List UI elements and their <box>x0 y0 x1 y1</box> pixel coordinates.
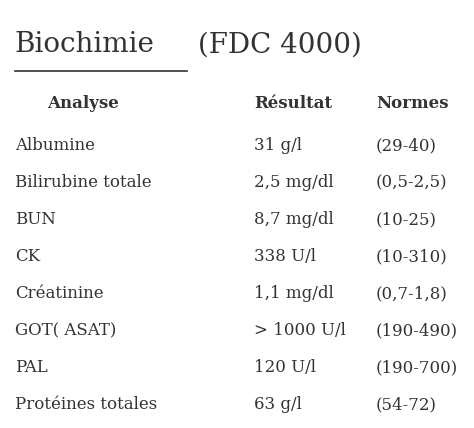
Text: Biochimie: Biochimie <box>15 31 155 58</box>
Text: Protéines totales: Protéines totales <box>15 396 157 413</box>
Text: Bilirubine totale: Bilirubine totale <box>15 175 152 191</box>
Text: Résultat: Résultat <box>254 95 332 112</box>
Text: 63 g/l: 63 g/l <box>254 396 302 413</box>
Text: 2,5 mg/dl: 2,5 mg/dl <box>254 175 334 191</box>
Text: Normes: Normes <box>376 95 448 112</box>
Text: Créatinine: Créatinine <box>15 285 103 303</box>
Text: > 1000 U/l: > 1000 U/l <box>254 322 346 339</box>
Text: (0,5-2,5): (0,5-2,5) <box>376 175 448 191</box>
Text: 338 U/l: 338 U/l <box>254 248 316 265</box>
Text: 8,7 mg/dl: 8,7 mg/dl <box>254 211 334 229</box>
Text: (FDC 4000): (FDC 4000) <box>189 31 362 58</box>
Text: (29-40): (29-40) <box>376 137 437 155</box>
Text: 31 g/l: 31 g/l <box>254 137 302 155</box>
Text: (190-490): (190-490) <box>376 322 458 339</box>
Text: (0,7-1,8): (0,7-1,8) <box>376 285 448 303</box>
Text: GOT( ASAT): GOT( ASAT) <box>15 322 116 339</box>
Text: Analyse: Analyse <box>47 95 118 112</box>
Text: (190-700): (190-700) <box>376 360 458 376</box>
Text: (10-25): (10-25) <box>376 211 437 229</box>
Text: 120 U/l: 120 U/l <box>254 360 316 376</box>
Text: BUN: BUN <box>15 211 56 229</box>
Text: PAL: PAL <box>15 360 48 376</box>
Text: (54-72): (54-72) <box>376 396 437 413</box>
Text: (10-310): (10-310) <box>376 248 448 265</box>
Text: 1,1 mg/dl: 1,1 mg/dl <box>254 285 334 303</box>
Text: Albumine: Albumine <box>15 137 95 155</box>
Text: CK: CK <box>15 248 40 265</box>
